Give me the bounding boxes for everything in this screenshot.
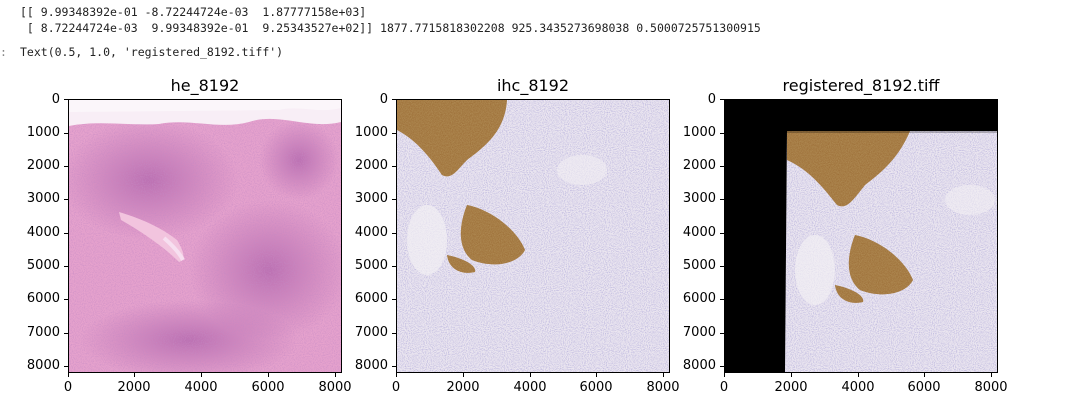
tick-mark	[791, 373, 792, 377]
he-tissue-image	[69, 100, 341, 372]
tick-mark	[720, 333, 724, 334]
registered-tissue-image	[725, 100, 997, 372]
tick-mark	[663, 373, 664, 377]
x-tick-label: 2000	[446, 380, 480, 395]
tick-mark	[64, 233, 68, 234]
tick-mark	[720, 166, 724, 167]
y-tick-label: 2000	[354, 158, 388, 173]
panel-title-registered: registered_8192.tiff	[782, 76, 940, 95]
y-tick-label: 5000	[26, 258, 60, 273]
tick-mark	[724, 373, 725, 377]
tick-mark	[392, 166, 396, 167]
y-tick-label: 7000	[26, 325, 60, 340]
tick-mark	[463, 373, 464, 377]
x-tick-label: 4000	[513, 380, 547, 395]
tick-mark	[991, 373, 992, 377]
tick-mark	[720, 233, 724, 234]
y-tick-label: 8000	[26, 358, 60, 373]
tick-mark	[858, 373, 859, 377]
x-tick-label: 0	[391, 380, 401, 395]
y-tick-label: 8000	[354, 358, 388, 373]
tick-mark	[924, 373, 925, 377]
y-tick-label: 5000	[682, 258, 716, 273]
tick-mark	[720, 299, 724, 300]
x-tick-label: 2000	[117, 380, 151, 395]
tick-mark	[392, 333, 396, 334]
y-tick-label: 8000	[682, 358, 716, 373]
y-tick-label: 1000	[682, 125, 716, 140]
tick-mark	[134, 373, 135, 377]
tick-mark	[201, 373, 202, 377]
x-tick-label: 6000	[251, 380, 285, 395]
tick-mark	[64, 99, 68, 100]
y-tick-label: 2000	[682, 158, 716, 173]
tick-mark	[335, 373, 336, 377]
tick-mark	[392, 233, 396, 234]
tick-mark	[268, 373, 269, 377]
tick-mark	[596, 373, 597, 377]
y-tick-label: 4000	[26, 225, 60, 240]
y-tick-label: 3000	[26, 191, 60, 206]
y-tick-label: 6000	[26, 291, 60, 306]
y-tick-label: 3000	[354, 191, 388, 206]
y-tick-label: 3000	[682, 191, 716, 206]
tick-mark	[720, 266, 724, 267]
tick-mark	[720, 366, 724, 367]
y-tick-label: 6000	[354, 291, 388, 306]
tick-mark	[64, 133, 68, 134]
output-prompt: :	[0, 45, 7, 59]
tick-mark	[64, 199, 68, 200]
matrix-output-line-1: [[ 9.99348392e-01 -8.72244724e-03 1.8777…	[20, 5, 367, 19]
y-tick-label: 1000	[26, 125, 60, 140]
x-tick-label: 8000	[318, 380, 352, 395]
tick-mark	[392, 366, 396, 367]
y-tick-label: 2000	[26, 158, 60, 173]
x-tick-label: 8000	[974, 380, 1008, 395]
tick-mark	[64, 333, 68, 334]
x-tick-label: 0	[719, 380, 729, 395]
panel-title-he: he_8192	[170, 76, 240, 95]
x-tick-label: 4000	[184, 380, 218, 395]
x-tick-label: 2000	[774, 380, 808, 395]
x-tick-label: 4000	[841, 380, 875, 395]
he-image	[68, 99, 342, 373]
y-tick-label: 6000	[682, 291, 716, 306]
y-tick-label: 7000	[354, 325, 388, 340]
x-tick-label: 0	[63, 380, 73, 395]
ihc-tissue-image	[397, 100, 669, 372]
text-repr-output: Text(0.5, 1.0, 'registered_8192.tiff')	[20, 45, 284, 59]
panel-title-ihc: ihc_8192	[496, 76, 570, 95]
ihc-image	[396, 99, 670, 373]
registered-image	[724, 99, 998, 373]
tick-mark	[392, 99, 396, 100]
tick-mark	[392, 266, 396, 267]
y-tick-label: 4000	[682, 225, 716, 240]
tick-mark	[64, 299, 68, 300]
x-tick-label: 6000	[579, 380, 613, 395]
tick-mark	[720, 199, 724, 200]
y-tick-label: 0	[707, 92, 716, 107]
y-tick-label: 0	[379, 92, 388, 107]
y-tick-label: 5000	[354, 258, 388, 273]
matrix-output-line-2: [ 8.72244724e-03 9.99348392e-01 9.253435…	[20, 21, 761, 35]
tick-mark	[64, 366, 68, 367]
tick-mark	[392, 299, 396, 300]
y-tick-label: 4000	[354, 225, 388, 240]
y-tick-label: 0	[51, 92, 60, 107]
tick-mark	[396, 373, 397, 377]
tick-mark	[64, 266, 68, 267]
tick-mark	[392, 133, 396, 134]
tick-mark	[720, 99, 724, 100]
y-tick-label: 1000	[354, 125, 388, 140]
x-tick-label: 6000	[907, 380, 941, 395]
tick-mark	[64, 166, 68, 167]
tick-mark	[530, 373, 531, 377]
tick-mark	[720, 133, 724, 134]
x-tick-label: 8000	[646, 380, 680, 395]
tick-mark	[392, 199, 396, 200]
y-tick-label: 7000	[682, 325, 716, 340]
tick-mark	[68, 373, 69, 377]
